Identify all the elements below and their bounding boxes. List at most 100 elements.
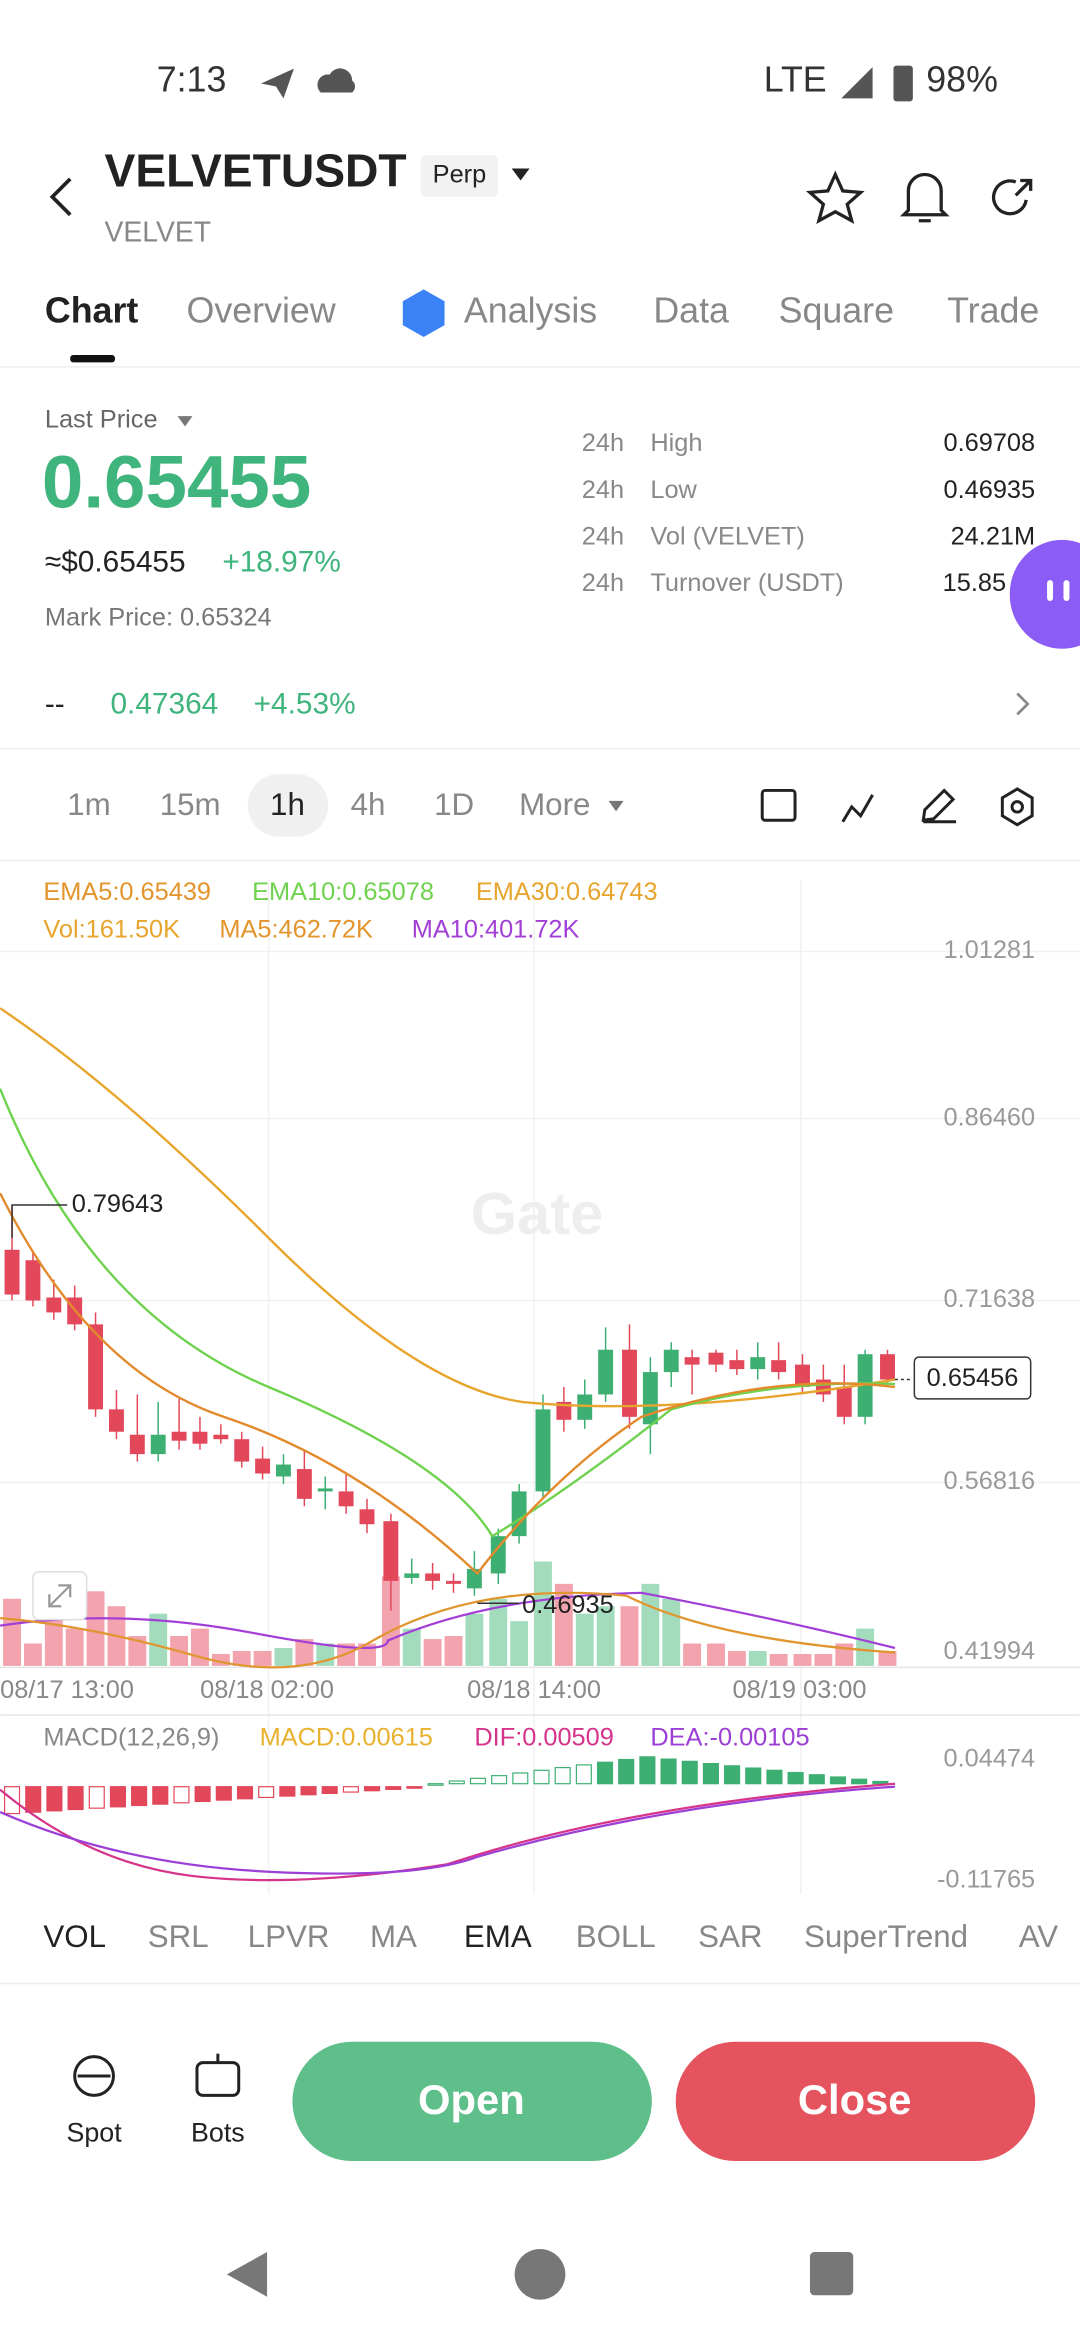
volume-bar [707,1643,725,1666]
volume-bar [620,1606,639,1666]
high-marker: 0.79643 [72,1190,164,1218]
volume-bar [23,1643,42,1666]
secondary-value: 0.47364 [110,687,218,720]
stat-label: High [650,429,702,457]
tool-icons [760,787,1034,827]
ema-label: EMA30:0.64743 [476,878,658,906]
symbol: VELVETUSDT [105,145,407,197]
macd-bar [258,1786,275,1799]
status-time: 7:13 [157,59,227,99]
open-button[interactable] [292,2041,652,2162]
candle-body [255,1458,271,1474]
dropdown-icon[interactable] [608,800,624,812]
macd-bar [787,1771,804,1785]
spot-icon[interactable] [73,2055,115,2097]
interval[interactable]: 1m [67,787,110,822]
candle-body [836,1386,852,1417]
nav-recents[interactable] [809,2252,854,2296]
status-network: LTE [764,59,827,99]
favorite-icon[interactable] [805,170,865,225]
candle-body [795,1364,810,1387]
dropdown-icon[interactable] [511,168,530,181]
candle-body [490,1536,506,1574]
candle-body [880,1354,895,1380]
indicator-tab[interactable]: SRL [148,1919,209,1954]
tab[interactable]: Overview [187,291,336,331]
alert-icon[interactable] [899,172,950,223]
indicator-tab[interactable]: BOLL [576,1919,656,1954]
chevron[interactable] [1016,692,1030,716]
nav-back[interactable] [226,2252,268,2297]
fullscreen-icon[interactable] [760,788,797,822]
macd-bar [364,1786,381,1792]
interval[interactable]: 1h [270,787,305,822]
last-price-label[interactable]: Last Price [45,405,158,433]
settings-icon[interactable] [1000,787,1034,827]
tab[interactable]: Trade [947,291,1039,331]
volume-bar [211,1653,230,1666]
indicator-tab[interactable]: EMA [464,1919,532,1954]
candle-body [750,1357,766,1370]
dea-line [0,1785,896,1875]
close-button[interactable] [675,2041,1036,2162]
candle-body [317,1488,333,1492]
secondary-change: +4.53% [254,687,356,720]
macd-bar [745,1767,762,1785]
indicator-tab[interactable]: AV [1019,1919,1059,1954]
interval[interactable]: 1D [434,787,474,822]
volume-bar [3,1598,21,1666]
candle-body [359,1509,375,1525]
stat-value: 15.85 [943,569,1006,597]
open-label[interactable]: Open [418,2076,525,2123]
y-tick-label: 0.56816 [944,1467,1036,1495]
nav-home[interactable] [514,2249,566,2300]
indicator-tab[interactable]: LPVR [248,1919,330,1954]
secondary-dash: -- [45,687,65,720]
volume-bar [793,1653,812,1666]
draw-icon[interactable] [921,788,957,824]
indicator-tab[interactable]: VOL [43,1919,106,1954]
tab[interactable]: Analysis [464,291,597,331]
assistant-button[interactable] [1009,539,1080,649]
back-button[interactable] [49,177,72,217]
macd-bar [639,1756,656,1785]
candle-body [129,1434,145,1455]
interval[interactable]: More [519,787,590,822]
volume-bar [274,1647,293,1666]
y-tick-label: 1.01281 [944,936,1036,964]
spot-label[interactable]: Spot [66,2117,122,2147]
y-tick-label: 0.71638 [944,1285,1036,1313]
macd-label: DEA:-0.00105 [650,1724,809,1752]
stat-value: 24.21M [951,523,1036,551]
assistant-eye [1063,580,1070,602]
interval[interactable]: 15m [160,787,221,822]
tab[interactable]: Data [653,291,729,331]
settings-dot [1010,800,1024,814]
share-icon[interactable] [992,178,1033,216]
tab[interactable]: Chart [45,291,139,331]
macd-bar [851,1778,868,1785]
tab[interactable]: Square [779,291,894,331]
indicator-tab[interactable]: MA [370,1919,417,1954]
indicator-tab[interactable]: SAR [698,1919,762,1954]
dropdown-icon[interactable] [177,416,193,427]
x-tick-label: 08/18 14:00 [467,1676,601,1704]
indicator-icon[interactable] [841,794,874,823]
stat-value: 0.69708 [944,429,1036,457]
volume-bar [554,1583,573,1666]
action-icons [73,2053,241,2097]
close-label[interactable]: Close [798,2076,912,2123]
indicator-tab[interactable]: SuperTrend [804,1919,968,1954]
bots-label[interactable]: Bots [191,2117,245,2147]
candle-body [150,1434,166,1455]
watermark: Gate [471,1180,604,1247]
candle-body [642,1372,658,1425]
macd-bar [448,1780,465,1785]
macd-bar [342,1786,359,1793]
badge: Perp [433,161,487,189]
macd-bar [660,1758,677,1785]
candle-body [171,1431,187,1441]
volume-bar [86,1591,105,1666]
volume-bar [358,1643,376,1666]
interval[interactable]: 4h [351,787,386,822]
